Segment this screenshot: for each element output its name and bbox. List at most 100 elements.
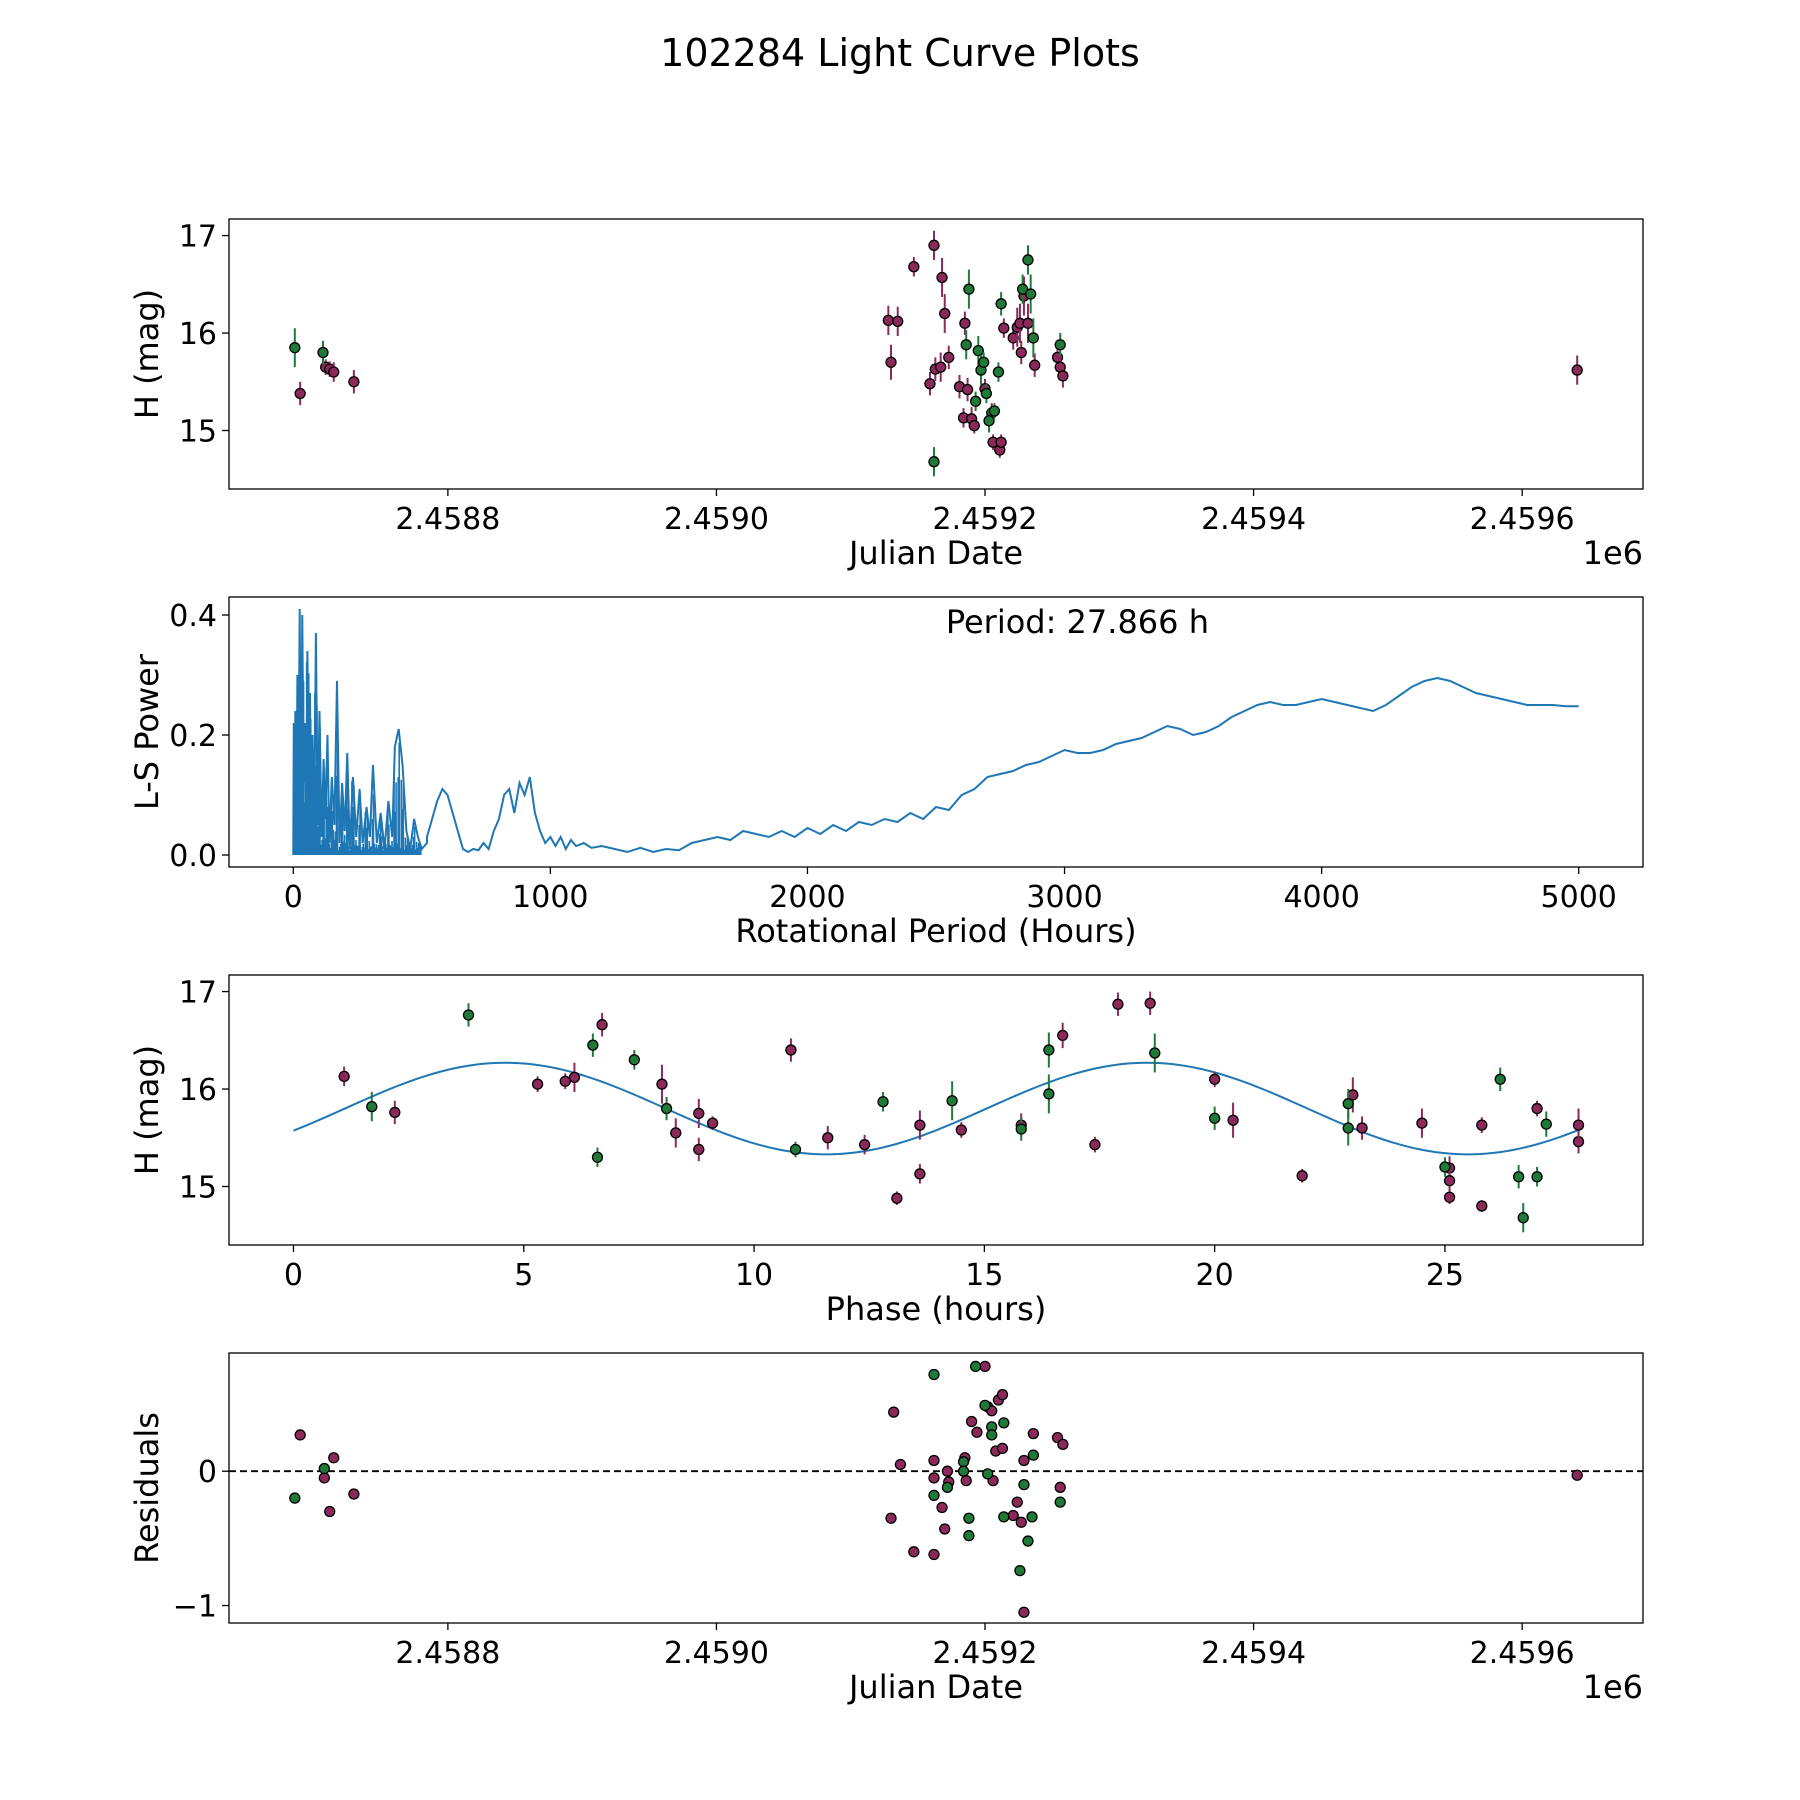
data-point-purple — [941, 1465, 954, 1477]
data-point-purple — [995, 436, 1007, 448]
x-tick-label: 4000 — [1283, 880, 1359, 915]
data-point-purple — [971, 1426, 983, 1438]
data-point-purple — [891, 1192, 903, 1204]
data-point-green — [1054, 339, 1066, 351]
data-point-purple — [885, 1512, 897, 1524]
data-point-purple — [1227, 1114, 1239, 1126]
x-tick-label: 2.4596 — [1470, 502, 1575, 537]
data-point-green — [1512, 1171, 1525, 1183]
data-point-purple — [928, 1454, 940, 1467]
x-tick-label: 5000 — [1541, 880, 1617, 915]
data-point-purple — [1443, 1175, 1456, 1187]
x-tick-label: 2000 — [769, 880, 845, 915]
x-tick-label: 2.4592 — [933, 1636, 1038, 1671]
data-point-purple — [1144, 997, 1156, 1009]
data-point-green — [1027, 332, 1040, 344]
data-point-purple — [924, 378, 936, 390]
data-point-green — [1022, 254, 1034, 266]
plot-frame — [228, 974, 1644, 1246]
y-axis-label: H (mag) — [128, 1045, 166, 1175]
phased-lightcurve-panel: 0 5 10 15 20 25 15 16 17 Phase (hours) H (mag) — [128, 974, 1644, 1328]
data-point-green — [1494, 1073, 1506, 1085]
data-point-purple — [1057, 1438, 1069, 1450]
data-point-purple — [348, 1488, 360, 1500]
data-point-purple — [389, 1106, 401, 1119]
data-point-green — [1014, 1564, 1026, 1577]
data-point-green — [1016, 283, 1029, 295]
data-point-green — [980, 387, 993, 400]
data-point-purple — [294, 1429, 306, 1441]
data-point-purple — [968, 419, 980, 432]
figure-title: 102284 Light Curve Plots — [660, 31, 1140, 75]
y-axis-label: Residuals — [128, 1412, 166, 1564]
data-point-purple — [706, 1117, 719, 1129]
data-point-purple — [1416, 1117, 1428, 1129]
data-point-purple — [959, 317, 971, 329]
data-point-green — [957, 1456, 970, 1468]
plot-area — [292, 608, 1579, 856]
data-point-purple — [822, 1132, 834, 1144]
x-offset-label: 1e6 — [1583, 1668, 1643, 1706]
data-point-green — [660, 1102, 673, 1115]
data-point-purple — [892, 315, 904, 327]
data-point-purple — [914, 1119, 926, 1131]
data-point-green — [877, 1096, 889, 1108]
data-point-green — [1209, 1112, 1221, 1124]
data-point-purple — [939, 307, 951, 320]
y-axis-label: L-S Power — [128, 653, 166, 810]
data-point-purple — [979, 1360, 991, 1373]
data-point-green — [963, 1512, 975, 1524]
data-point-green — [969, 1360, 982, 1373]
y-tick-label: 16 — [179, 317, 217, 352]
data-point-green — [1342, 1098, 1354, 1110]
data-point-purple — [928, 1472, 940, 1484]
plot-frame — [228, 218, 1644, 490]
data-point-purple — [1356, 1122, 1368, 1134]
data-point-green — [972, 344, 984, 357]
data-point-green — [1054, 1496, 1066, 1508]
x-tick-label: 20 — [1196, 1258, 1234, 1293]
data-point-purple — [943, 351, 955, 364]
x-tick-label: 2.4590 — [664, 1636, 769, 1671]
data-point-green — [289, 342, 301, 354]
data-point-green — [289, 1492, 301, 1504]
data-point-purple — [888, 1406, 900, 1418]
data-point-purple — [1015, 1516, 1027, 1528]
x-tick-label: 5 — [514, 1258, 533, 1293]
x-offset-label: 1e6 — [1583, 534, 1643, 572]
x-tick-label: 25 — [1426, 1258, 1464, 1293]
x-tick-label: 2.4596 — [1470, 1636, 1575, 1671]
data-point-green — [963, 283, 975, 295]
data-point-purple — [908, 261, 920, 273]
data-point-green — [941, 1481, 954, 1493]
data-point-purple — [348, 376, 360, 388]
plot-area — [293, 991, 1585, 1233]
x-axis-label: Rotational Period (Hours) — [735, 912, 1136, 950]
y-axis-label: H (mag) — [128, 289, 166, 419]
data-point-green — [960, 339, 972, 351]
data-point-purple — [1018, 1454, 1030, 1467]
best-period-annotation: Period: 27.866 h — [946, 603, 1209, 641]
data-point-green — [1015, 1123, 1027, 1135]
data-point-green — [1018, 1478, 1030, 1491]
x-tick-label: 0 — [284, 1258, 303, 1293]
data-point-purple — [1209, 1073, 1221, 1085]
data-point-green — [928, 1489, 940, 1502]
data-point-purple — [965, 1415, 978, 1428]
data-point-green — [1025, 288, 1037, 300]
data-point-purple — [935, 361, 947, 373]
lightcurve-panel: 2.4588 2.4590 2.4592 2.4594 2.4596 15 16 17 Juli… — [128, 218, 1644, 572]
data-point-green — [998, 1417, 1010, 1429]
data-point-purple — [1015, 346, 1027, 359]
data-point-purple — [1029, 359, 1041, 371]
data-point-purple — [338, 1070, 350, 1083]
data-point-purple — [936, 271, 948, 284]
plot-frame — [228, 1352, 1644, 1624]
data-point-green — [986, 1429, 998, 1441]
data-point-purple — [531, 1078, 544, 1090]
data-point-purple — [328, 366, 340, 378]
data-point-purple — [961, 383, 974, 396]
data-point-green — [957, 1465, 970, 1477]
data-point-green — [963, 1530, 975, 1542]
